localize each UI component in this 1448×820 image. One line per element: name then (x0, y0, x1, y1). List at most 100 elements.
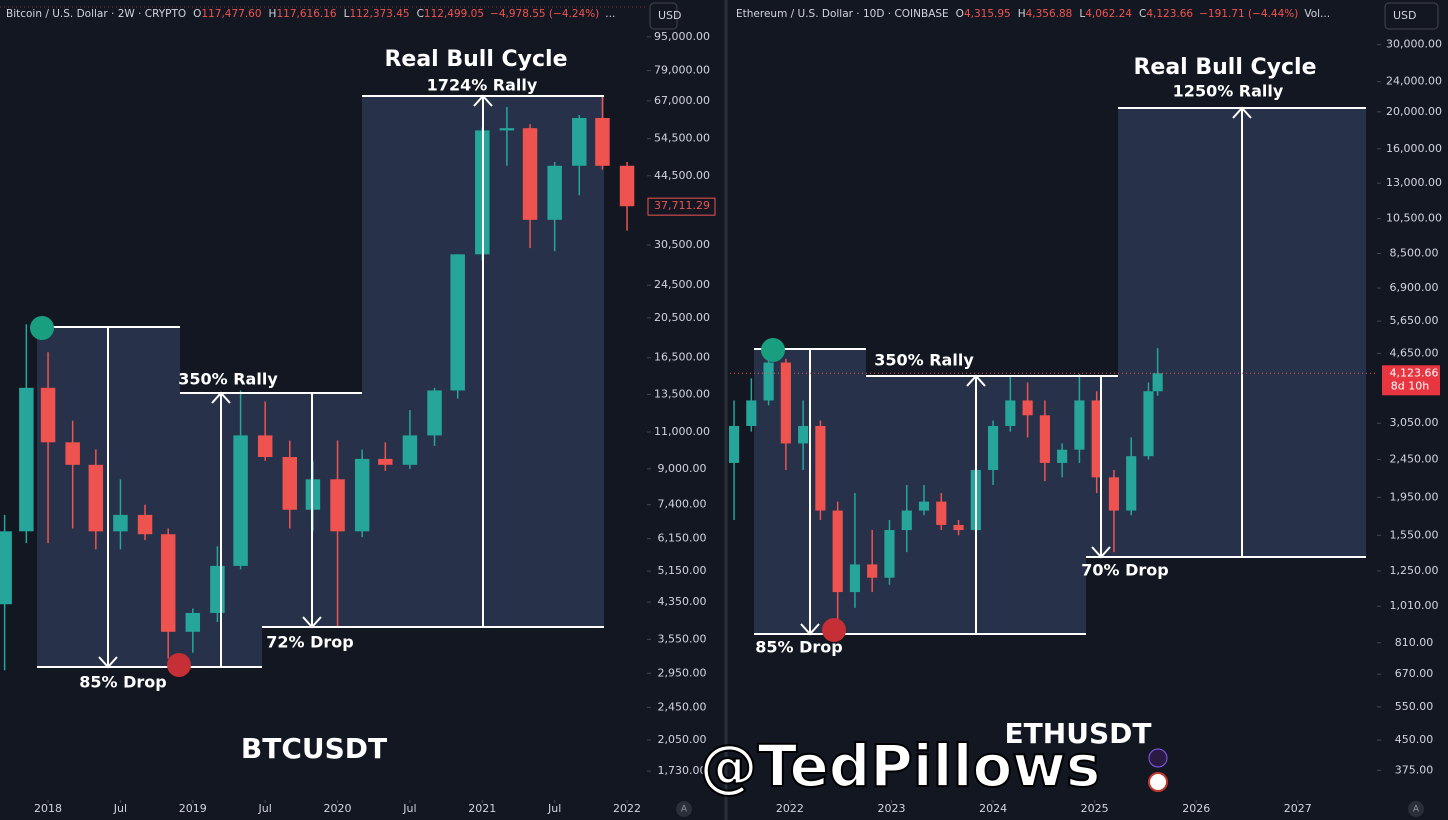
candle-body (547, 165, 562, 220)
y-tick-label: 2,450.00 (658, 700, 707, 713)
eth-pane: Real Bull Cycle 1250% Rally 350% Rally 85% … (728, 2, 1442, 817)
y-tick-label: 30,500.00 (654, 238, 710, 251)
y-tick-label: 5,150.00 (658, 564, 707, 577)
y-tick-label: 8,500.00 (1390, 247, 1439, 260)
y-tick-label: 13,500.00 (654, 387, 710, 400)
candle-body (815, 425, 826, 511)
candle-body (1005, 400, 1016, 426)
ohlc-value: 4,123.66 (1146, 8, 1193, 20)
bottom-marker (822, 618, 846, 642)
y-tick-label: 670.00 (1395, 667, 1434, 680)
annotation: 350% Rally (178, 370, 278, 389)
y-tick-label: 20,500.00 (654, 311, 710, 324)
arrow-head (473, 94, 493, 107)
ohlc-value: 112,499.05 (424, 8, 484, 20)
annotation: 72% Drop (266, 633, 353, 652)
candle-body (918, 501, 930, 511)
y-tick-label: 16,500.00 (654, 351, 710, 364)
candle-body (1091, 400, 1102, 478)
candle-body (88, 464, 104, 532)
candle-body (1126, 456, 1137, 511)
auto-scale-button[interactable] (676, 801, 692, 817)
x-tick-label: 2020 (324, 802, 352, 815)
y-tick-label: 67,000.00 (654, 94, 710, 107)
price-tag (1382, 365, 1440, 396)
candle-body (1152, 373, 1163, 392)
candle-body (1022, 400, 1033, 416)
annotation: 1724% Rally (427, 76, 538, 95)
y-tick-label: 2,450.00 (1390, 453, 1439, 466)
candle-body (901, 510, 912, 531)
x-tick-label: Jul (402, 802, 416, 815)
y-tick-label: 1,950.00 (1390, 490, 1439, 503)
currency-button[interactable] (649, 2, 678, 30)
y-tick-label: 7,400.00 (658, 498, 707, 511)
annotation: 70% Drop (1081, 561, 1168, 580)
ohlc-key: H (269, 8, 277, 20)
y-tick-label: 6,150.00 (658, 532, 707, 545)
y-tick-label: 44,500.00 (654, 169, 710, 182)
y-tick-label: 810.00 (1395, 636, 1434, 649)
candle-body (746, 400, 757, 426)
x-tick-label: 2021 (468, 802, 496, 815)
candle-body (619, 165, 635, 207)
y-tick-label: 24,000.00 (1386, 75, 1442, 88)
legend-header: Bitcoin / U.S. Dollar · 2W · CRYPTO O117,… (6, 8, 615, 20)
candle-body (1143, 391, 1154, 457)
candle-body (522, 128, 538, 220)
candle-body (1057, 449, 1068, 463)
legend-header: Ethereum / U.S. Dollar · 10D · COINBASE O… (736, 8, 1330, 20)
candle-body (728, 425, 740, 463)
candle-body (595, 117, 610, 166)
ohlc-key: C (1139, 8, 1146, 20)
candle-body (1074, 400, 1085, 450)
y-tick-label: 9,000.00 (658, 462, 707, 475)
candle-body (65, 442, 80, 465)
y-tick-label: 4,650.00 (1390, 346, 1439, 359)
auto-scale-label: A (1413, 805, 1420, 815)
currency-label: USD (1393, 9, 1417, 22)
arrow-head (1091, 546, 1111, 559)
x-tick-label: 2022 (613, 802, 641, 815)
candle-body (185, 612, 201, 632)
change: −191.71 (−4.44%) (1199, 8, 1298, 20)
candle-body (499, 128, 515, 131)
currency-label: USD (658, 9, 682, 22)
annotation: Real Bull Cycle (384, 47, 567, 72)
btc-pane: Real Bull Cycle 1724% Rally 350% Rally 85% … (0, 2, 716, 817)
arrow-head (966, 374, 986, 387)
annotation: 85% Drop (79, 673, 166, 692)
candle-body (450, 254, 465, 391)
price-tag (647, 197, 716, 216)
symbol-label: ETHUSDT (1005, 717, 1152, 750)
candle-body (780, 362, 791, 444)
arrow-head (1232, 106, 1252, 119)
ohlc-value: 112,373.45 (349, 8, 409, 20)
ohlc-key: O (956, 8, 964, 20)
y-tick-label: 3,050.00 (1390, 416, 1439, 429)
peak-marker (30, 316, 54, 340)
candle-body (233, 435, 248, 566)
currency-button[interactable] (1384, 2, 1439, 30)
candle-body (572, 117, 587, 166)
x-tick-label: 2022 (776, 802, 804, 815)
candle-body (160, 534, 176, 632)
symbol-name: Ethereum / U.S. Dollar · 10D · COINBASE (736, 8, 949, 20)
ohlc-key: O (193, 8, 201, 20)
auto-scale-button[interactable] (1408, 801, 1424, 817)
candle-body (936, 501, 947, 525)
candle-body (210, 565, 225, 613)
y-tick-label: 375.00 (1395, 763, 1434, 776)
badge (1148, 748, 1168, 768)
ohlc-key: C (417, 8, 424, 20)
peak-marker (761, 338, 785, 362)
y-tick-label: 20,000.00 (1386, 105, 1442, 118)
ohlc-value: 4,062.24 (1085, 8, 1132, 20)
y-tick-label: 79,000.00 (654, 64, 710, 77)
y-tick-label: 1,010.00 (1390, 599, 1439, 612)
candle-body (354, 458, 370, 532)
y-tick-label: 24,500.00 (654, 278, 710, 291)
y-tick-label: 10,500.00 (1386, 212, 1442, 225)
y-tick-label: 16,000.00 (1386, 142, 1442, 155)
